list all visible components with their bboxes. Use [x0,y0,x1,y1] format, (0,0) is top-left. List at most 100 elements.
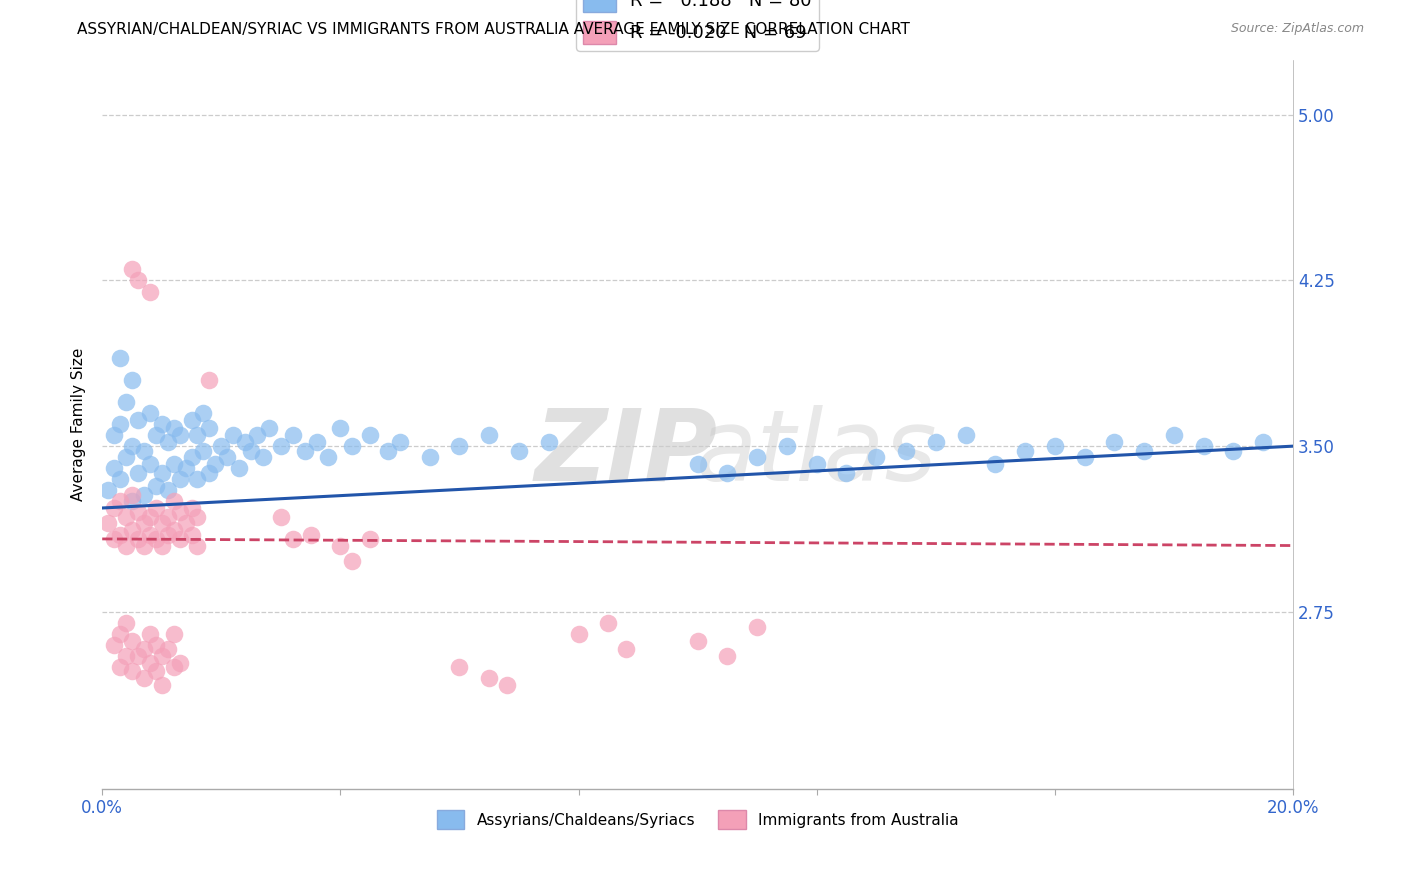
Point [174,461,197,475]
Point [169,472,191,486]
Point [121,665,143,679]
Point [281,532,304,546]
Text: Source: ZipAtlas.com: Source: ZipAtlas.com [1230,22,1364,36]
Point [150,516,173,531]
Point [747,450,769,465]
Point [198,421,221,435]
Point [180,527,202,541]
Point [186,472,208,486]
Point [478,428,501,442]
Point [163,421,186,435]
Point [180,450,202,465]
Point [103,461,125,475]
Point [567,627,589,641]
Point [103,428,125,442]
Point [198,466,221,480]
Point [108,527,131,541]
Point [139,406,162,420]
Point [180,412,202,426]
Point [174,516,197,531]
Point [270,509,292,524]
Point [108,660,131,674]
Point [145,532,167,546]
Point [156,483,179,498]
Point [204,457,226,471]
Point [747,620,769,634]
Point [121,488,143,502]
Point [329,539,352,553]
Point [127,505,149,519]
Point [150,417,173,431]
Point [108,472,131,486]
Point [163,660,186,674]
Point [115,450,138,465]
Point [145,501,167,516]
Point [537,434,560,449]
Point [305,434,328,449]
Point [150,466,173,480]
Point [478,671,501,685]
Point [103,501,125,516]
Point [150,539,173,553]
Point [121,523,143,537]
Point [359,532,381,546]
Point [281,428,304,442]
Point [150,678,173,692]
Point [1133,443,1156,458]
Point [508,443,530,458]
Point [198,373,221,387]
Point [145,638,167,652]
Point [127,412,149,426]
Text: atlas: atlas [696,405,938,501]
Point [222,428,245,442]
Point [132,642,155,657]
Point [108,494,131,508]
Point [163,494,186,508]
Point [132,671,155,685]
Point [835,466,858,480]
Point [139,457,162,471]
Point [806,457,828,471]
Point [240,443,263,458]
Point [865,450,887,465]
Point [121,262,143,277]
Point [103,638,125,652]
Point [228,461,250,475]
Point [186,509,208,524]
Point [377,443,399,458]
Point [115,539,138,553]
Point [1222,443,1244,458]
Point [217,450,239,465]
Y-axis label: Average Family Size: Average Family Size [72,347,86,500]
Point [233,434,256,449]
Text: ZIP: ZIP [534,405,717,501]
Point [246,428,269,442]
Point [139,656,162,670]
Point [419,450,441,465]
Point [139,627,162,641]
Point [145,479,167,493]
Point [359,428,381,442]
Point [252,450,274,465]
Point [115,648,138,663]
Point [169,656,191,670]
Point [108,351,131,365]
Point [1251,434,1274,449]
Point [270,439,292,453]
Point [139,285,162,299]
Point [108,417,131,431]
Point [127,273,149,287]
Point [163,523,186,537]
Point [186,539,208,553]
Point [257,421,280,435]
Point [121,494,143,508]
Point [169,428,191,442]
Point [329,421,352,435]
Point [121,439,143,453]
Point [614,642,637,657]
Point [115,509,138,524]
Point [121,373,143,387]
Point [449,439,471,453]
Point [776,439,799,453]
Point [894,443,917,458]
